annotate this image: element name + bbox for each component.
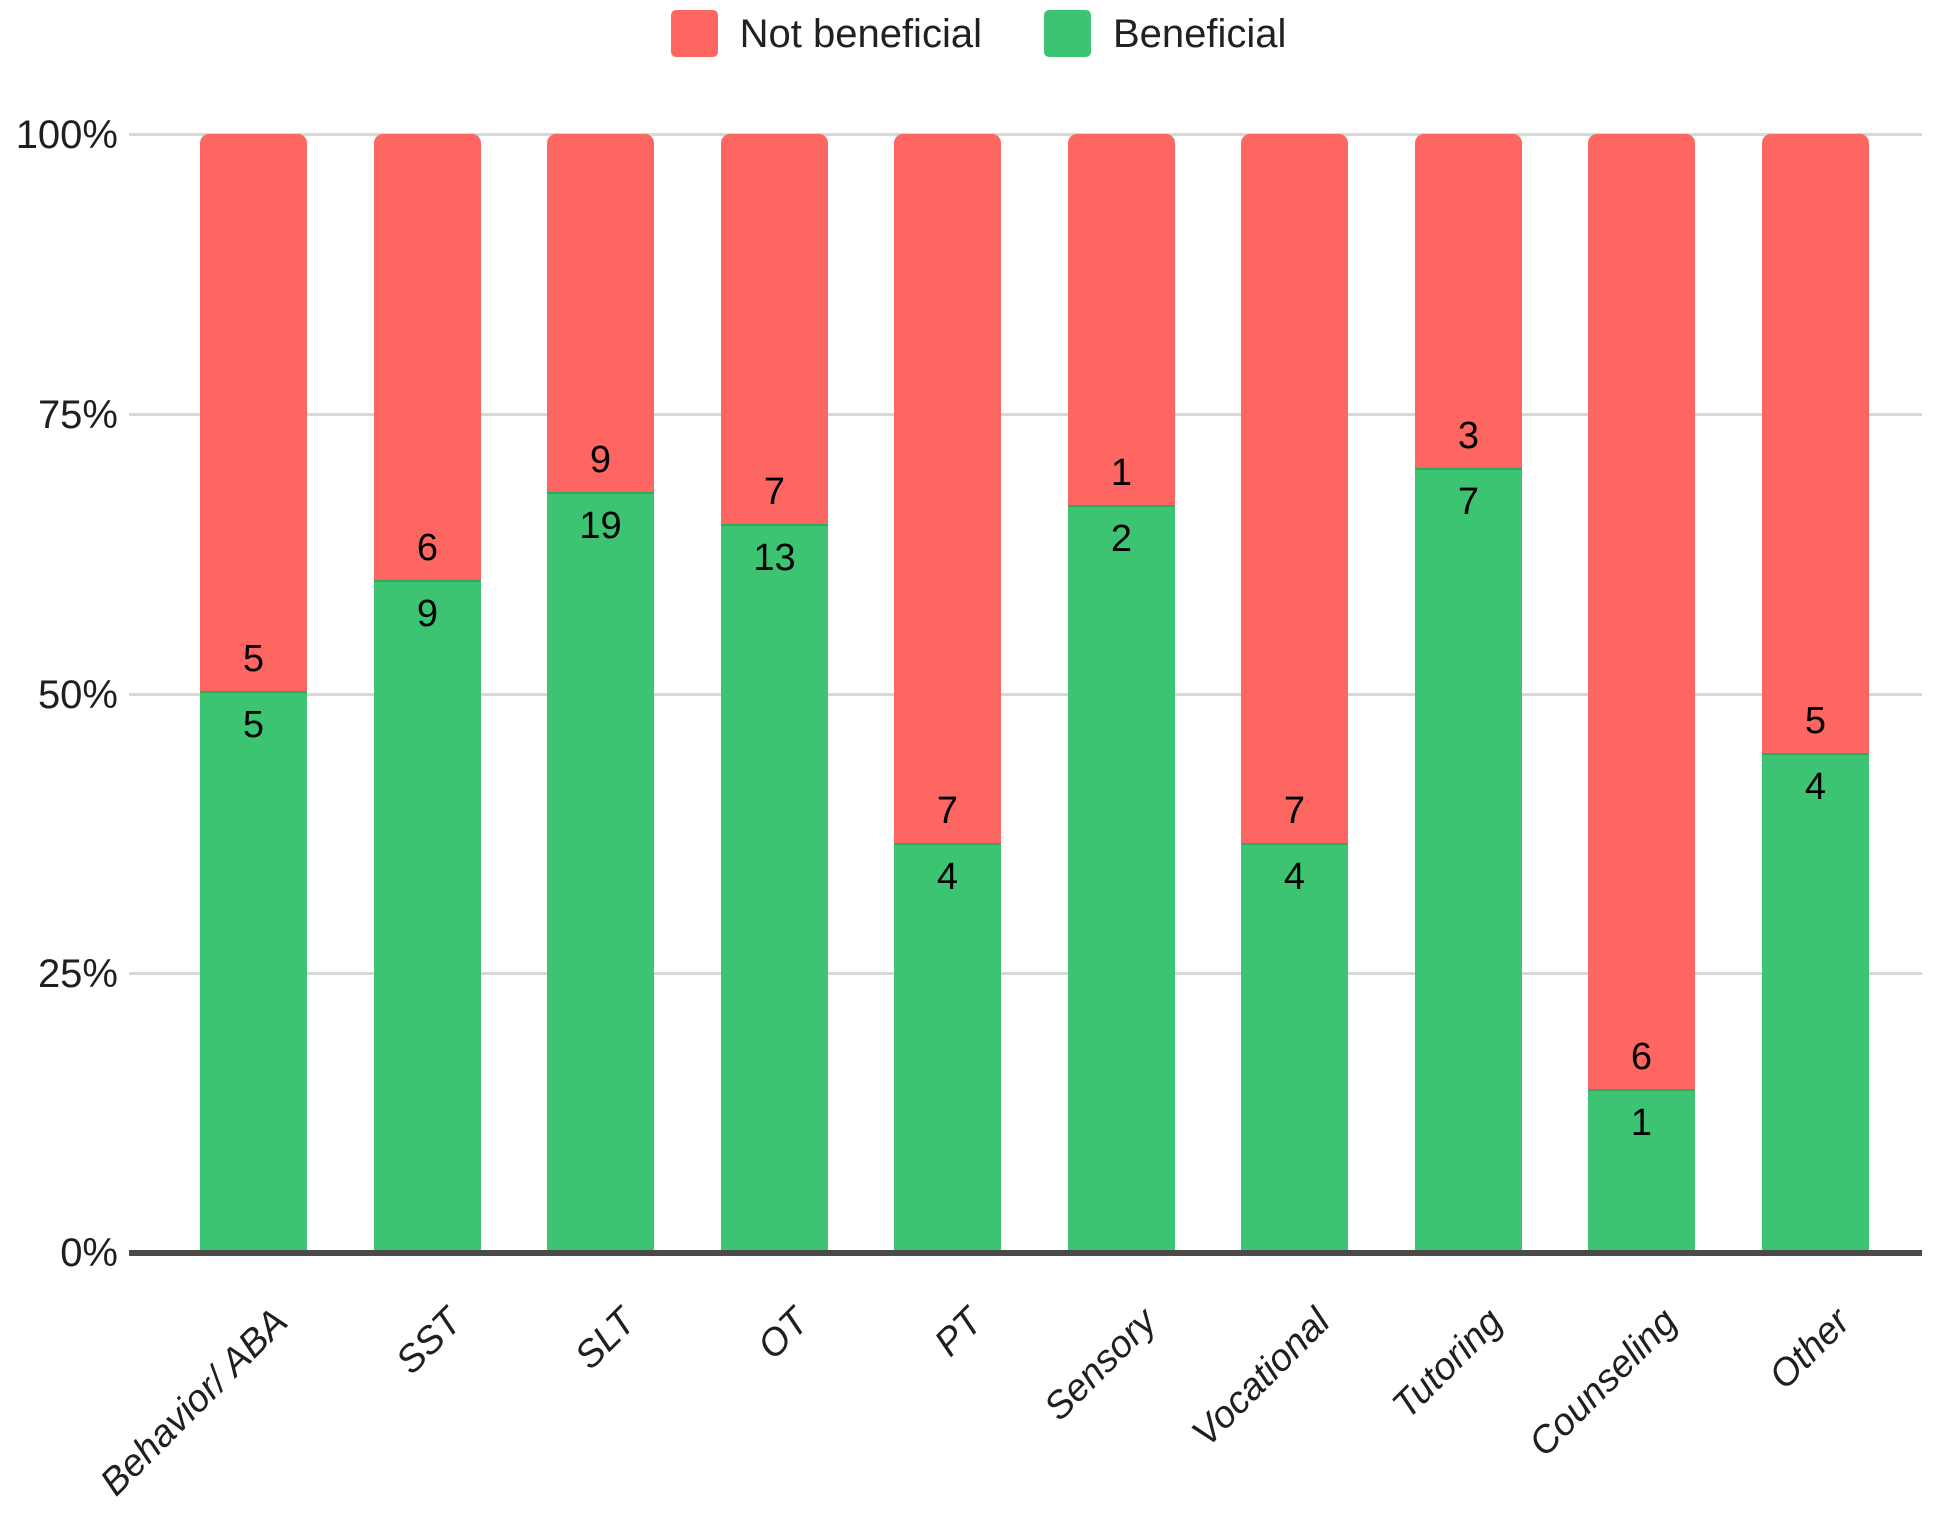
bar-column-ot: 7 13 <box>721 134 828 1250</box>
bar-segment-not-beneficial: 5 <box>1762 134 1869 753</box>
value-label-not-beneficial: 3 <box>1457 415 1480 458</box>
bar-segment-not-beneficial: 6 <box>1588 134 1695 1089</box>
bar-segment-beneficial: 4 <box>894 842 1001 1250</box>
x-axis-label-counseling: Counseling <box>1521 1300 1686 1465</box>
gridline-100 <box>129 133 1922 136</box>
value-label-beneficial: 5 <box>242 704 265 746</box>
bar-segment-beneficial: 2 <box>1068 505 1175 1250</box>
bar-segment-not-beneficial: 6 <box>374 134 481 580</box>
bar-segment-not-beneficial: 7 <box>721 134 828 524</box>
bar-column-slt: 9 19 <box>547 134 654 1250</box>
bar-segment-beneficial: 9 <box>374 579 481 1250</box>
legend-swatch-not-beneficial <box>670 10 718 57</box>
value-label-not-beneficial: 6 <box>1630 1035 1653 1078</box>
value-label-not-beneficial: 7 <box>763 470 786 513</box>
bar-segment-not-beneficial: 1 <box>1068 134 1175 506</box>
value-label-beneficial: 4 <box>936 855 959 898</box>
x-axis-baseline <box>129 1250 1922 1256</box>
value-label-not-beneficial: 1 <box>1110 452 1133 495</box>
legend-item-beneficial: Beneficial <box>1043 10 1287 57</box>
bar-segment-beneficial: 4 <box>1241 842 1348 1250</box>
legend-item-not-beneficial: Not beneficial <box>670 10 982 57</box>
value-label-not-beneficial: 5 <box>1804 699 1827 742</box>
bar-segment-beneficial: 7 <box>1415 468 1522 1250</box>
value-label-beneficial: 4 <box>1283 855 1306 898</box>
gridline-75 <box>129 413 1922 416</box>
y-tick-25: 25% <box>37 952 118 996</box>
bar-segment-beneficial: 13 <box>721 523 828 1250</box>
y-tick-100: 100% <box>15 113 118 157</box>
x-axis-label-other: Other <box>1761 1300 1859 1398</box>
value-label-beneficial: 19 <box>579 505 622 548</box>
y-tick-75: 75% <box>37 393 118 437</box>
x-axis-label-behavior-aba: Behavior/ ABA <box>92 1300 297 1505</box>
bar-segment-not-beneficial: 5 <box>200 134 307 691</box>
value-label-beneficial: 4 <box>1804 765 1827 808</box>
legend-label-beneficial: Beneficial <box>1112 11 1287 56</box>
value-label-not-beneficial: 6 <box>416 526 439 569</box>
legend-swatch-beneficial <box>1043 10 1091 57</box>
x-axis-label-sst: SST <box>388 1300 471 1383</box>
bar-segment-beneficial: 5 <box>200 691 307 1250</box>
bar-segment-beneficial: 1 <box>1588 1088 1695 1250</box>
legend-label-not-beneficial: Not beneficial <box>739 11 982 56</box>
bar-segment-beneficial: 4 <box>1762 752 1869 1250</box>
x-axis-label-vocational: Vocational <box>1184 1300 1339 1455</box>
value-label-beneficial: 1 <box>1630 1101 1653 1144</box>
value-label-beneficial: 7 <box>1457 481 1480 524</box>
x-axis-label-slt: SLT <box>567 1300 645 1378</box>
x-axis-label-pt: PT <box>927 1300 992 1365</box>
value-label-not-beneficial: 9 <box>589 439 612 482</box>
bar-segment-not-beneficial: 7 <box>894 134 1001 843</box>
value-label-not-beneficial: 5 <box>242 638 265 680</box>
gridline-50 <box>129 693 1922 696</box>
value-label-not-beneficial: 7 <box>1283 789 1306 832</box>
x-axis-label-sensory: Sensory <box>1036 1300 1165 1429</box>
value-label-not-beneficial: 7 <box>936 789 959 832</box>
bar-segment-not-beneficial: 3 <box>1415 134 1522 469</box>
value-label-beneficial: 9 <box>416 592 439 635</box>
legend: Not beneficial Beneficial <box>0 10 1957 57</box>
value-label-beneficial: 13 <box>753 536 796 579</box>
gridline-25 <box>129 972 1922 975</box>
bar-segment-beneficial: 19 <box>547 492 654 1250</box>
y-tick-50: 50% <box>37 673 118 717</box>
x-axis-label-tutoring: Tutoring <box>1384 1300 1512 1427</box>
bar-segment-not-beneficial: 7 <box>1241 134 1348 843</box>
value-label-beneficial: 2 <box>1110 518 1133 561</box>
x-axis-label-ot: OT <box>750 1300 818 1368</box>
y-tick-0: 0% <box>60 1231 118 1275</box>
bar-segment-not-beneficial: 9 <box>547 134 654 493</box>
